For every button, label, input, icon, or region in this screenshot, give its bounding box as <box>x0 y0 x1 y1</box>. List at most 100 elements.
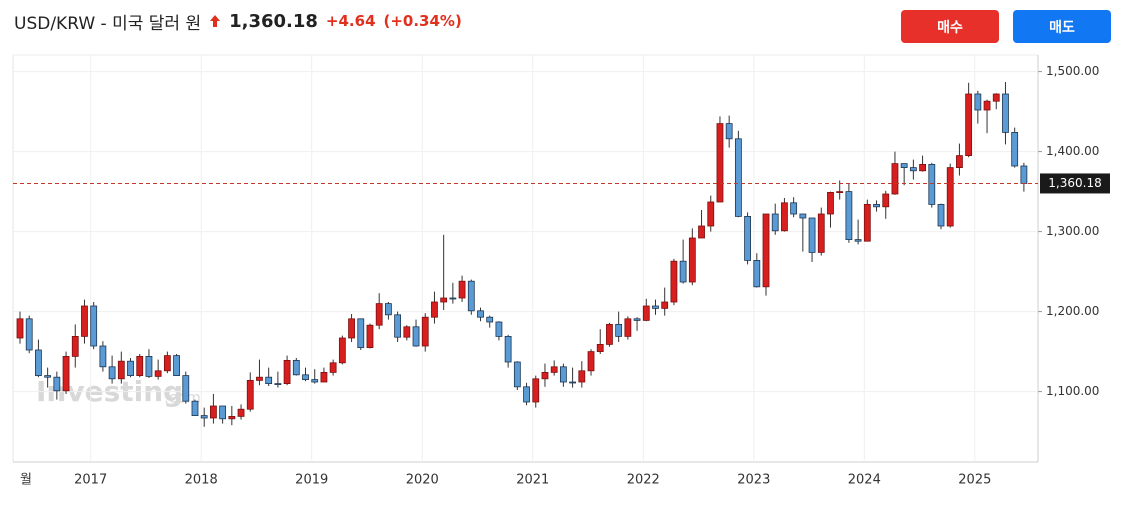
candle-body <box>845 191 853 241</box>
x-tick-label: 2018 <box>185 473 218 488</box>
x-tick-label: 월 <box>20 473 32 488</box>
candle-body <box>808 217 816 253</box>
x-tick-label: 2022 <box>627 473 660 488</box>
change-percent: (+0.34%) <box>383 12 462 30</box>
symbol: USD/KRW - 미국 달러 원 <box>14 13 202 34</box>
candle-body <box>394 314 402 338</box>
x-tick-label: 2023 <box>737 473 770 488</box>
candle-body <box>163 355 171 372</box>
candle-body <box>882 193 890 208</box>
candle-body <box>909 167 917 172</box>
candle-body <box>403 326 411 338</box>
candle-body <box>366 324 374 349</box>
candle-body <box>348 318 355 339</box>
candle-body <box>937 203 945 227</box>
candle-body <box>698 225 705 239</box>
candle-body <box>652 305 659 309</box>
candle-body <box>734 138 742 217</box>
candle-body <box>431 301 438 318</box>
candle-body <box>532 378 540 403</box>
candle-body <box>200 415 208 419</box>
candle-body <box>504 335 512 363</box>
candle-body <box>486 316 494 323</box>
candle-body <box>891 163 899 195</box>
candle-body <box>965 93 973 156</box>
candle-body <box>338 337 346 364</box>
x-tick-label: 2021 <box>516 473 549 488</box>
candle-body <box>983 100 991 111</box>
candle-body <box>670 260 678 303</box>
candle-body <box>974 93 982 111</box>
candle-body <box>900 163 908 169</box>
candle-body <box>302 374 309 380</box>
candle-body <box>449 297 457 300</box>
candle-body <box>320 371 328 383</box>
candle-body <box>467 280 475 312</box>
candle-body <box>596 343 604 352</box>
y-tick-label: 1,400.00 <box>1046 144 1099 158</box>
candle-body <box>688 237 696 283</box>
candle-body <box>136 355 144 376</box>
buy-button[interactable]: 매수 <box>901 10 999 43</box>
candle-body <box>90 305 98 347</box>
candle-body <box>384 303 392 316</box>
candle-body <box>863 203 871 242</box>
candle-body <box>274 383 282 386</box>
candle-body <box>421 316 429 347</box>
candle-body <box>992 93 1000 102</box>
candle-body <box>559 366 567 383</box>
candle-body <box>615 323 623 337</box>
candle-body <box>716 123 724 203</box>
candle-body <box>62 355 70 392</box>
candle-body <box>642 305 650 321</box>
candle-body <box>182 375 190 402</box>
candle-body <box>541 371 549 380</box>
candle-body <box>256 376 263 381</box>
candle-body <box>154 370 162 377</box>
candle-body <box>744 215 751 261</box>
candle-body <box>108 366 116 380</box>
candle-body <box>127 360 134 377</box>
candle-body <box>81 305 88 337</box>
candle-body <box>219 405 227 420</box>
candle-body <box>1011 131 1019 167</box>
candle-body <box>495 321 503 337</box>
candle-body <box>587 351 595 372</box>
candle-body <box>71 335 79 357</box>
candle-body <box>412 326 420 347</box>
candle-body <box>311 379 319 383</box>
candle-body <box>440 297 448 303</box>
candle-body <box>707 201 715 227</box>
y-tick-label: 1,500.00 <box>1046 64 1099 78</box>
candle-body <box>606 323 613 345</box>
y-tick-label: 1,300.00 <box>1046 224 1099 238</box>
candle-body <box>1020 165 1028 184</box>
candle-body <box>725 123 733 140</box>
candle-body <box>836 191 844 194</box>
sell-button[interactable]: 매도 <box>1013 10 1111 43</box>
candle-body <box>771 213 779 232</box>
candle-body <box>578 370 586 383</box>
candle-body <box>854 239 862 242</box>
x-tick-label: 2024 <box>848 473 881 488</box>
change: +4.64 <box>325 12 376 30</box>
candle-body <box>633 318 641 321</box>
candle-body <box>375 303 383 326</box>
candle-body <box>679 260 687 283</box>
candle-body <box>790 202 798 215</box>
price: 1,360.18 <box>229 10 318 32</box>
candle-body <box>25 318 33 351</box>
candle-body <box>781 202 788 232</box>
candle-body <box>292 359 300 376</box>
candle-body <box>624 318 632 337</box>
candle-body <box>210 405 217 419</box>
candle-body <box>99 345 107 368</box>
candle-body <box>228 415 236 420</box>
candle-body <box>283 359 291 384</box>
candle-body <box>458 280 466 299</box>
candle-body <box>237 408 245 417</box>
candle-body <box>16 318 24 339</box>
candle-body <box>661 301 669 309</box>
candle-body <box>513 361 521 388</box>
